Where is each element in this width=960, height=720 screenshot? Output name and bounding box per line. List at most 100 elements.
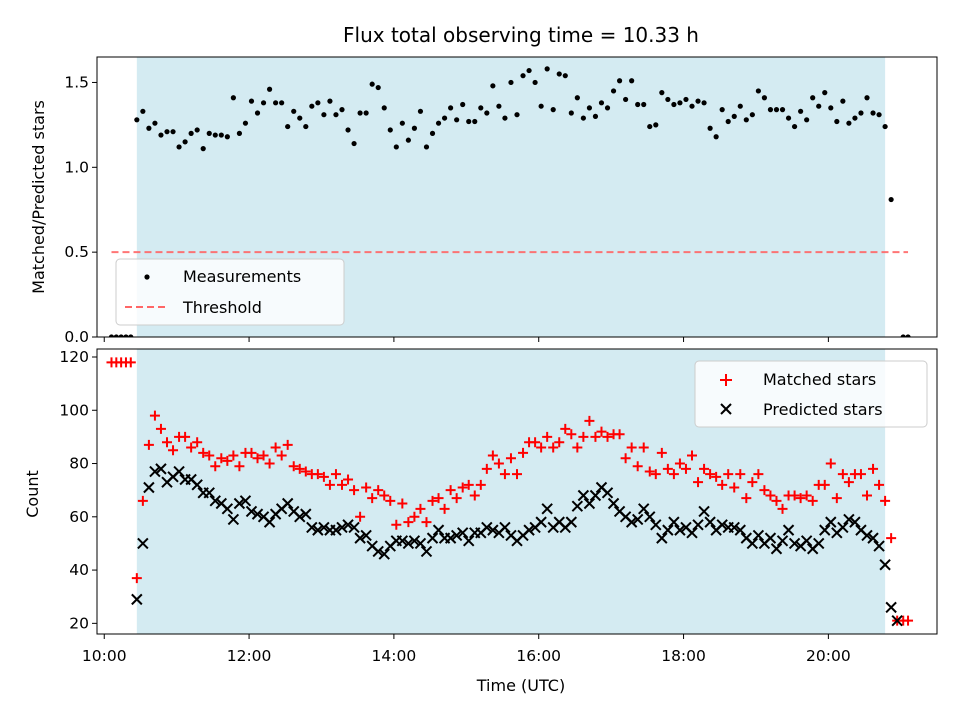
matched-star-point (614, 429, 625, 440)
matched-star-point (433, 493, 444, 504)
predicted-star-point (638, 503, 650, 515)
x-tick-label: 12:00 (227, 647, 272, 665)
top-ylabel: Matched/Predicted stars (29, 100, 48, 294)
matched-star-point (505, 453, 516, 464)
matched-star-point (149, 410, 160, 421)
predicted-star-point (523, 524, 535, 536)
measurement-point (882, 123, 888, 130)
matched-star-point (397, 498, 408, 509)
predicted-star-point (535, 516, 547, 528)
predicted-star-point (402, 537, 415, 550)
measurement-point (828, 105, 834, 111)
measurement-point (580, 115, 586, 121)
matched-star-point (264, 458, 275, 469)
measurement-point (538, 103, 544, 109)
matched-star-point (530, 437, 541, 448)
legend-matched-marker (720, 374, 732, 386)
measurement-point (846, 120, 852, 126)
measurement-point (327, 98, 333, 104)
matched-star-point (294, 463, 305, 474)
measurement-point (448, 105, 454, 111)
predicted-star-point (420, 545, 433, 558)
measurement-point (108, 334, 115, 337)
matched-star-point (192, 437, 203, 448)
predicted-star-point (644, 511, 656, 523)
predicted-star-point (300, 508, 312, 520)
measurement-point (514, 112, 520, 118)
measurement-point (550, 107, 556, 113)
bottom-xlabel: Time (UTC) (476, 676, 565, 695)
measurement-point (230, 95, 236, 101)
predicted-star-point (137, 537, 149, 550)
predicted-star-point (426, 532, 439, 544)
predicted-star-point (487, 524, 499, 536)
measurement-point (260, 100, 267, 106)
measurement-point (218, 132, 224, 138)
bottom-plot: 20 40 60 80 100 120 10:00 12:00 14:00 16:00 18:00 2… (59, 348, 938, 665)
matched-star-point (282, 439, 293, 450)
matched-star-point (880, 495, 891, 506)
matched-star-point (711, 471, 722, 482)
measurement-point (785, 115, 792, 121)
measurement-point (568, 110, 574, 116)
y-tick-label: 1.5 (64, 73, 89, 91)
measurement-point (767, 107, 774, 113)
predicted-star-point (342, 519, 354, 531)
measurement-point (598, 100, 605, 106)
measurement-point (556, 71, 562, 77)
matched-star-point (572, 442, 583, 453)
measurement-point (816, 103, 822, 109)
predicted-star-point (209, 495, 221, 507)
measurement-point (176, 144, 182, 150)
matched-star-point (228, 450, 239, 461)
measurement-point (363, 110, 369, 116)
matched-star-point (445, 485, 456, 496)
measurement-point (695, 98, 701, 104)
matched-star-point (536, 442, 547, 453)
matched-star-point (487, 450, 498, 461)
predicted-star-point (764, 532, 777, 544)
measurement-point (315, 100, 321, 106)
matched-star-point (620, 453, 631, 464)
matched-star-point (807, 495, 818, 506)
matched-star-point (481, 463, 492, 474)
measurement-point (731, 113, 737, 119)
matched-star-point (427, 495, 438, 506)
predicted-star-point (843, 513, 855, 526)
predicted-star-point (873, 540, 885, 552)
measurement-point (683, 96, 689, 103)
y-tick-label: 1.0 (64, 158, 89, 176)
measurement-point (399, 120, 405, 126)
matched-star-point (674, 458, 685, 469)
matched-star-point (318, 471, 329, 482)
predicted-star-point (251, 508, 264, 520)
measurement-point (188, 130, 194, 136)
measurement-point (858, 110, 864, 116)
matched-star-point (391, 519, 402, 530)
predicted-star-point (360, 529, 372, 542)
predicted-star-point (607, 497, 620, 510)
matched-star-point (584, 415, 595, 426)
measurement-point (146, 125, 152, 131)
predicted-star-point (203, 487, 215, 499)
predicted-star-point (221, 503, 234, 515)
measurement-point (140, 108, 146, 114)
measurement-point (164, 129, 170, 135)
predicted-star-point (155, 463, 167, 475)
matched-star-point (626, 442, 637, 453)
measurement-point (393, 144, 399, 150)
y-tick-label: 0.0 (64, 328, 89, 346)
predicted-star-point (245, 505, 258, 518)
top-legend-box (115, 258, 345, 326)
measurement-point (520, 73, 526, 79)
legend-predicted-marker (720, 403, 732, 415)
measurement-point (810, 95, 816, 101)
predicted-star-point (879, 559, 891, 571)
measurement-point (641, 101, 647, 108)
predicted-star-point (450, 529, 463, 542)
measurement-point (297, 115, 303, 121)
matched-star-point (222, 455, 233, 466)
measurement-point (123, 334, 129, 337)
matched-star-point (590, 431, 601, 442)
